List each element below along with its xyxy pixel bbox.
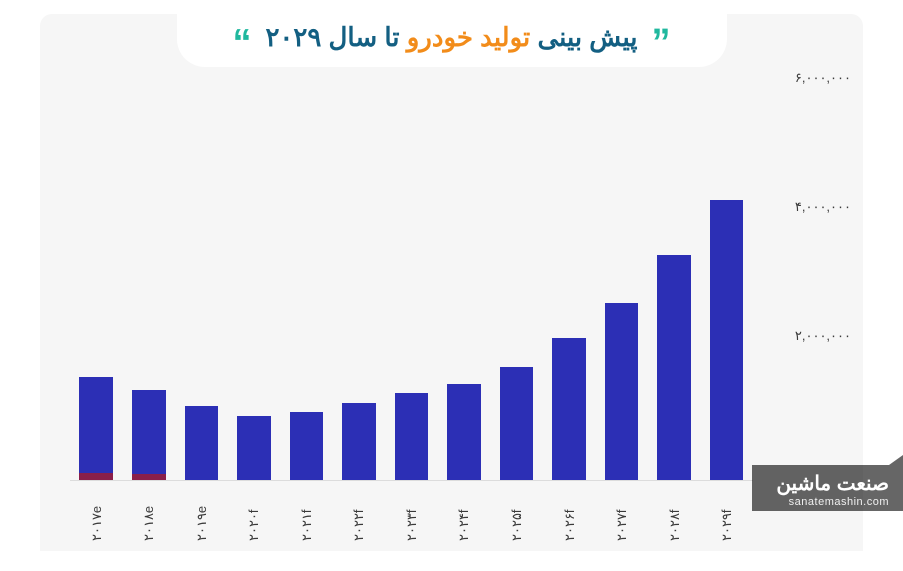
bar-slot: [385, 94, 438, 480]
x-tick-label: ۲۰۲۸f: [667, 486, 682, 541]
y-tick: ۴,۰۰۰,۰۰۰: [795, 199, 851, 215]
bar: [500, 367, 534, 480]
bar: [237, 416, 271, 480]
bar: [447, 384, 481, 481]
chart-title: پیش بینی تولید خودرو تا سال ۲۰۲۹: [265, 22, 637, 53]
title-part2: تولید خودرو: [407, 22, 531, 52]
bar-slot: [438, 94, 491, 480]
quote-close-icon: “: [232, 36, 251, 51]
y-axis: ۲,۰۰۰,۰۰۰۴,۰۰۰,۰۰۰۶,۰۰۰,۰۰۰: [761, 94, 851, 481]
x-tick-label: ۲۰۱۸e: [141, 486, 156, 541]
x-tick-label: ۲۰۲۵f: [509, 486, 524, 541]
bar-slot: [70, 94, 123, 480]
chart-panel: ” پیش بینی تولید خودرو تا سال ۲۰۲۹ “ ۲,۰…: [40, 14, 863, 551]
bar: [342, 403, 376, 480]
x-tick-label: ۲۰۲۳f: [404, 486, 419, 541]
watermark-url: sanatemashin.com: [776, 496, 889, 508]
quote-open-icon: ”: [652, 36, 671, 51]
chart-plot-area: [70, 94, 753, 481]
watermark: صنعت ماشین sanatemashin.com: [752, 465, 903, 511]
bar: [132, 390, 166, 480]
bar: [395, 393, 429, 480]
watermark-notch: [889, 455, 903, 465]
bar-slot: [543, 94, 596, 480]
x-tick-label: ۲۰۲۴f: [456, 486, 471, 541]
bar: [710, 200, 744, 480]
bar-slot: [648, 94, 701, 480]
x-tick-label: ۲۰۲۹f: [719, 486, 734, 541]
x-axis: ۲۰۱۷e ۲۰۱۸e ۲۰۱۹e ۲۰۲۰f ۲۰۲۱f ۲۰۲۲f ۲۰۲۳f ۲۰۲۴f…: [70, 486, 753, 541]
bar: [605, 303, 639, 480]
bar: [657, 255, 691, 480]
y-tick: ۲,۰۰۰,۰۰۰: [795, 328, 851, 344]
bar-base-segment: [132, 474, 166, 480]
x-tick-label: ۲۰۲۱f: [299, 486, 314, 541]
bar-slot: [700, 94, 753, 480]
bar-slot: [228, 94, 281, 480]
watermark-brand: صنعت ماشین: [776, 471, 889, 496]
bar-slot: [333, 94, 386, 480]
bars-group: [70, 94, 753, 481]
bar-slot: [280, 94, 333, 480]
title-part1: پیش بینی: [537, 22, 637, 52]
bar-slot: [175, 94, 228, 480]
bar: [290, 412, 324, 480]
bar-slot: [490, 94, 543, 480]
bar-slot: [595, 94, 648, 480]
x-tick-label: ۲۰۲۷f: [614, 486, 629, 541]
x-tick-label: ۲۰۲۶f: [562, 486, 577, 541]
bar: [79, 377, 113, 480]
x-tick-label: ۲۰۱۷e: [89, 486, 104, 541]
bar: [552, 338, 586, 480]
title-part3: تا سال ۲۰۲۹: [265, 22, 399, 52]
x-tick-label: ۲۰۲۰f: [246, 486, 261, 541]
x-tick-label: ۲۰۱۹e: [194, 486, 209, 541]
x-tick-label: ۲۰۲۲f: [351, 486, 366, 541]
bar-base-segment: [79, 473, 113, 480]
bar-slot: [123, 94, 176, 480]
bar: [185, 406, 219, 480]
y-tick: ۶,۰۰۰,۰۰۰: [795, 70, 851, 86]
chart-title-pill: ” پیش بینی تولید خودرو تا سال ۲۰۲۹ “: [176, 12, 726, 67]
